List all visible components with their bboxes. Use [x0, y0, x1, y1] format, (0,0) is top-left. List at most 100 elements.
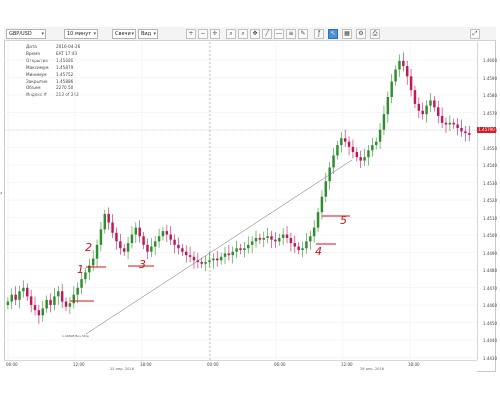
- candle-body: [142, 236, 145, 245]
- candle-body: [84, 272, 87, 280]
- info-row: Открытие 1.45686: [26, 58, 80, 65]
- cursor-icon[interactable]: ↖: [328, 29, 338, 39]
- candle-body: [212, 258, 215, 261]
- info-label: Минимум: [26, 71, 47, 77]
- zoom-in-button[interactable]: +: [186, 29, 196, 39]
- candle-body: [150, 246, 153, 252]
- info-row: Объем 2270.50: [26, 85, 80, 92]
- candle-body: [433, 100, 436, 108]
- candle-body: [80, 279, 83, 288]
- candle-body: [386, 97, 390, 115]
- candle-body: [107, 213, 110, 223]
- candle-body: [320, 196, 324, 213]
- candle-body: [347, 141, 351, 147]
- candle-body: [22, 287, 25, 292]
- candle-body: [173, 239, 176, 245]
- price-axis: [477, 42, 496, 360]
- print-icon[interactable]: ⎙: [370, 29, 380, 39]
- y-tick-label: 1.4600: [483, 58, 497, 63]
- candle-body: [49, 299, 52, 305]
- y-tick-label: 1.4480: [483, 268, 497, 273]
- y-tick-label: 1.4510: [483, 215, 497, 221]
- expand-icon[interactable]: ⤢: [470, 29, 480, 39]
- x-tick-label: 00:00: [207, 362, 219, 367]
- pencil-icon[interactable]: ✎: [298, 29, 308, 39]
- info-value: EAT 17:40: [56, 50, 78, 56]
- candle-body: [161, 231, 165, 237]
- candle-body: [316, 212, 320, 228]
- candle-body: [285, 234, 289, 238]
- current-price-tag: 1.45790: [477, 127, 496, 133]
- crosshair-button[interactable]: ✛: [210, 29, 220, 39]
- info-value: 1.45752: [56, 71, 74, 77]
- y-tick-label: 1.4470: [483, 285, 497, 291]
- candle-body: [146, 244, 149, 252]
- candle-body: [258, 237, 262, 240]
- y-tick-label: 1.4490: [483, 250, 497, 256]
- info-label: Максимум: [26, 64, 49, 70]
- candle-body: [448, 122, 452, 125]
- candle-body: [33, 304, 37, 311]
- view-select[interactable]: Вид ▾: [138, 29, 158, 39]
- pan-icon[interactable]: ✥: [250, 29, 260, 39]
- annotation-5: 5: [340, 214, 347, 227]
- candle-body: [153, 241, 157, 247]
- candle-body: [99, 229, 103, 245]
- candle-body: [390, 81, 393, 98]
- candle-body: [312, 227, 316, 237]
- candle-body: [64, 301, 68, 307]
- info-row: Дата 2016-04-26: [26, 44, 80, 51]
- info-row: Максимум 1.45879: [26, 65, 80, 72]
- candle-body: [227, 253, 231, 256]
- candle-body: [219, 256, 223, 261]
- info-label: Закрытие: [26, 78, 48, 84]
- candle-body: [181, 248, 184, 252]
- chart-style-value: Свечи: [115, 31, 131, 37]
- chart-toolbar: GBP/USD ▾ 10 минут ▾ Свечи ▾ Вид ▾ + − ✛ ⌕ ⌕…: [4, 27, 496, 41]
- candle-body: [374, 141, 378, 146]
- candle-body: [68, 303, 72, 307]
- candle-body: [351, 146, 355, 153]
- period-select[interactable]: 10 минут ▾: [64, 29, 98, 39]
- candle-body: [378, 129, 382, 142]
- view-select-value: Вид: [141, 31, 152, 37]
- candle-body: [196, 260, 200, 263]
- zoom-out-button[interactable]: −: [198, 29, 208, 39]
- candle-body: [204, 262, 207, 264]
- settings-icon[interactable]: ⚙: [356, 29, 366, 39]
- candle-body: [157, 236, 161, 242]
- info-value: 1.45686: [56, 57, 74, 63]
- candle-body: [130, 234, 134, 244]
- candle-body: [119, 241, 122, 249]
- chevron-right-icon[interactable]: ›: [0, 190, 3, 197]
- trendline-icon[interactable]: ╱: [262, 29, 272, 39]
- candle-body: [417, 103, 421, 111]
- y-tick-label: 1.4460: [483, 303, 497, 308]
- chevron-down-icon: ▾: [41, 31, 44, 37]
- annotation-3: 3: [139, 258, 146, 271]
- x-tick-label: 18:00: [140, 362, 152, 367]
- candle-body: [440, 115, 444, 123]
- symbol-select[interactable]: GBP/USD ▾: [6, 29, 46, 39]
- y-tick-label: 1.4550: [483, 145, 497, 151]
- candle-body: [460, 127, 463, 132]
- grid-icon[interactable]: ▦: [342, 29, 352, 39]
- candle-body: [88, 265, 91, 273]
- candle-body: [405, 66, 409, 77]
- magnify-icon[interactable]: ⌕: [238, 29, 248, 39]
- candle-body: [26, 287, 29, 297]
- chart-style-select[interactable]: Свечи ▾: [112, 29, 136, 39]
- price-chart[interactable]: [4, 42, 477, 360]
- hline-icon[interactable]: ―: [274, 29, 284, 39]
- search-icon[interactable]: ⌕: [226, 29, 236, 39]
- candle-body: [468, 133, 471, 135]
- candle-body: [324, 181, 328, 197]
- candle-body: [278, 237, 281, 242]
- candle-body: [429, 100, 432, 106]
- candle-body: [456, 124, 459, 128]
- indicator-icon[interactable]: ƒ: [314, 29, 324, 39]
- fib-icon[interactable]: ≡: [286, 29, 296, 39]
- candle-body: [274, 239, 277, 242]
- x-tick-label: 12:00: [73, 362, 85, 367]
- date-label: 26 апр. 2016: [360, 367, 384, 371]
